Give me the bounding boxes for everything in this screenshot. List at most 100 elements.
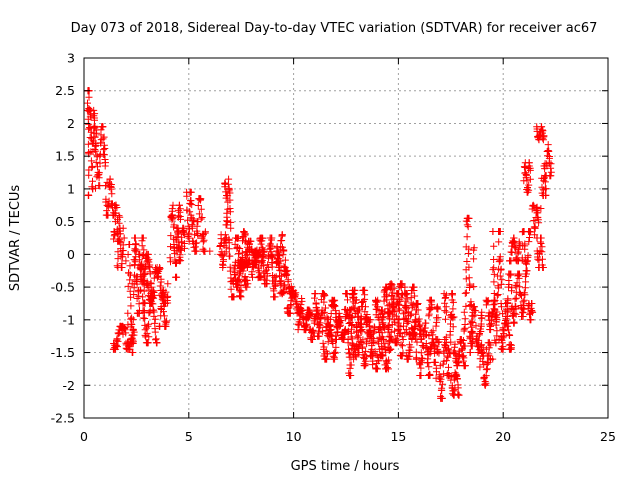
data-point	[221, 179, 229, 187]
data-point	[224, 180, 232, 188]
data-point	[537, 123, 545, 131]
data-point	[156, 265, 164, 273]
data-point	[374, 296, 382, 304]
data-point	[401, 283, 409, 291]
data-point	[349, 303, 357, 311]
data-point	[399, 342, 406, 350]
data-point	[431, 358, 439, 366]
data-point	[478, 341, 486, 349]
data-point	[412, 310, 420, 318]
data-point	[529, 308, 537, 316]
data-point	[273, 244, 281, 252]
data-point	[544, 141, 552, 149]
data-point	[434, 314, 442, 322]
data-point	[198, 214, 206, 221]
data-point	[340, 335, 348, 343]
data-point	[276, 257, 284, 265]
data-point	[259, 234, 267, 242]
data-point	[332, 332, 340, 340]
data-point	[187, 197, 195, 205]
data-point	[418, 335, 426, 343]
data-point	[226, 252, 234, 260]
data-point	[126, 287, 134, 295]
data-point	[128, 321, 136, 328]
data-point	[361, 295, 369, 303]
data-point	[424, 351, 432, 359]
data-point	[140, 299, 148, 307]
data-point	[140, 265, 148, 273]
data-point	[388, 281, 396, 289]
data-point	[470, 244, 478, 252]
y-tick-label: 3	[67, 51, 75, 66]
data-point	[402, 302, 410, 309]
data-point	[319, 339, 327, 347]
data-point	[197, 195, 205, 203]
data-point	[463, 258, 471, 265]
data-point	[512, 294, 520, 302]
data-point	[454, 384, 462, 392]
data-point	[321, 292, 329, 300]
data-point	[527, 228, 535, 236]
data-point	[85, 93, 93, 101]
data-point	[298, 297, 306, 305]
y-tick-label: 0.5	[55, 214, 75, 229]
data-point	[280, 289, 288, 296]
data-point	[331, 302, 339, 310]
data-point	[461, 342, 469, 350]
data-point	[169, 214, 177, 222]
data-point	[381, 340, 389, 348]
data-point	[539, 264, 547, 271]
data-point	[347, 361, 355, 369]
data-point	[337, 321, 344, 329]
data-point	[197, 215, 205, 223]
data-point	[114, 255, 122, 263]
data-point	[399, 336, 407, 343]
data-point	[444, 345, 452, 353]
data-point	[451, 386, 459, 394]
data-point	[227, 218, 235, 226]
data-point	[176, 205, 184, 213]
data-point	[280, 246, 288, 254]
data-points-group	[83, 87, 555, 402]
data-point	[133, 280, 141, 288]
data-point	[153, 339, 161, 347]
data-point	[130, 291, 138, 298]
data-point	[243, 277, 251, 284]
data-point	[442, 291, 450, 299]
data-point	[150, 288, 158, 296]
data-point	[514, 249, 522, 257]
data-point	[324, 350, 332, 358]
y-tick-label: -2.5	[51, 411, 75, 426]
y-tick-label: -1	[63, 312, 75, 327]
data-point	[461, 289, 469, 297]
data-point	[269, 272, 277, 279]
data-point	[490, 242, 498, 250]
data-point	[137, 286, 145, 294]
data-point	[387, 345, 395, 353]
data-point	[130, 284, 138, 292]
data-point	[498, 303, 505, 311]
data-point	[388, 289, 396, 297]
data-point	[438, 386, 446, 394]
data-point	[470, 283, 478, 291]
data-point	[94, 163, 101, 171]
data-point	[163, 317, 171, 325]
data-point	[270, 287, 278, 295]
data-point	[396, 323, 404, 331]
data-point	[121, 326, 129, 334]
data-point	[450, 349, 458, 357]
data-point	[347, 329, 355, 337]
data-point	[387, 282, 395, 290]
data-point	[399, 349, 407, 357]
data-point	[381, 324, 389, 332]
data-point	[128, 331, 136, 339]
data-point	[255, 246, 263, 254]
data-point	[115, 219, 123, 227]
data-point	[508, 284, 516, 292]
data-point	[411, 292, 419, 300]
data-point	[403, 295, 411, 303]
data-point	[225, 184, 233, 192]
data-point	[521, 164, 529, 171]
data-point	[545, 147, 553, 155]
data-point	[146, 261, 154, 269]
